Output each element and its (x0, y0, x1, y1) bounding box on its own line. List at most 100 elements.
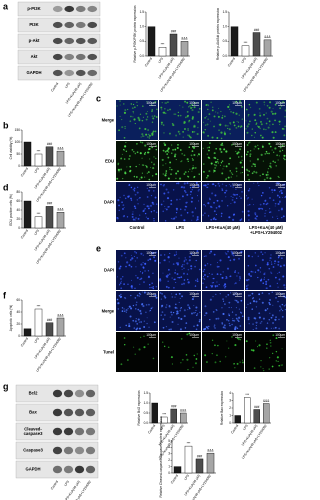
cell (123, 337, 126, 339)
y-tick-label: 50 (16, 152, 20, 156)
cell (203, 184, 205, 187)
cell (179, 105, 181, 107)
cell (163, 192, 166, 195)
cell (247, 115, 249, 117)
significance: *** (37, 149, 41, 153)
cell (146, 317, 148, 319)
cell (202, 131, 205, 134)
cell (144, 127, 147, 131)
cell (167, 280, 169, 282)
cell (171, 314, 173, 316)
cell (147, 343, 149, 345)
bar (147, 26, 156, 57)
cell (190, 107, 193, 110)
cell (260, 251, 263, 253)
cell (187, 176, 190, 178)
cell (217, 112, 219, 114)
cell (258, 312, 261, 315)
cell (261, 145, 264, 148)
cell (171, 363, 173, 365)
cell (118, 129, 121, 132)
cell (139, 214, 141, 216)
bar (34, 308, 43, 337)
cell (127, 307, 129, 310)
cell (190, 200, 193, 203)
cell (216, 137, 219, 139)
cell (140, 278, 142, 280)
cell (184, 208, 186, 211)
cell (279, 265, 282, 268)
cell (267, 171, 269, 174)
cell (187, 134, 189, 136)
cell (247, 170, 249, 172)
cell (241, 210, 244, 213)
cell (189, 105, 191, 107)
cell (195, 167, 197, 169)
y-tick-label: 4 (168, 445, 170, 449)
cell (175, 253, 178, 255)
cell (218, 284, 220, 286)
cell (223, 324, 226, 327)
cell (247, 196, 250, 199)
cell (267, 170, 269, 172)
cell (264, 212, 266, 214)
cell (224, 124, 227, 127)
cell (127, 359, 129, 361)
cell (153, 256, 156, 259)
cell (161, 304, 164, 307)
cell (186, 211, 189, 214)
cell (204, 184, 207, 187)
cell (175, 207, 178, 210)
cell (144, 262, 147, 265)
cell (260, 194, 263, 197)
cell (229, 292, 232, 294)
blot-band (85, 446, 96, 455)
cell (202, 270, 205, 273)
cell (144, 270, 146, 272)
cell (282, 196, 284, 198)
cell (281, 257, 283, 260)
blot-label: Akt (31, 54, 38, 59)
cell (188, 121, 190, 123)
cell (279, 310, 281, 312)
cell (225, 252, 228, 255)
cell (238, 316, 241, 319)
cell (169, 252, 171, 254)
cell (180, 317, 183, 320)
cell (274, 103, 277, 106)
cell (266, 219, 268, 222)
cell (216, 273, 219, 275)
cell (214, 194, 217, 197)
cell (228, 322, 231, 325)
cell (136, 191, 139, 194)
cell (149, 204, 153, 207)
bar (241, 45, 250, 57)
blot-label: Caspase3 (23, 448, 43, 453)
cell (204, 354, 207, 357)
cell (162, 173, 164, 175)
cell (248, 323, 250, 325)
cell (133, 327, 135, 329)
cell (135, 304, 138, 306)
bar (34, 216, 43, 229)
cell (231, 144, 233, 146)
cell (146, 322, 148, 325)
cell (137, 318, 140, 321)
cell (139, 293, 142, 296)
cell (279, 200, 281, 203)
cell (234, 144, 236, 146)
cell (207, 118, 209, 120)
cell (218, 124, 220, 126)
cell (236, 301, 240, 304)
cell (159, 279, 162, 282)
cell (235, 170, 238, 173)
cell (168, 328, 171, 331)
cell (185, 116, 187, 119)
cell (128, 184, 131, 187)
cell (128, 322, 131, 325)
cell (149, 158, 151, 160)
cell (138, 292, 141, 295)
cell (131, 257, 134, 260)
cell (196, 216, 199, 219)
cell (176, 198, 178, 201)
